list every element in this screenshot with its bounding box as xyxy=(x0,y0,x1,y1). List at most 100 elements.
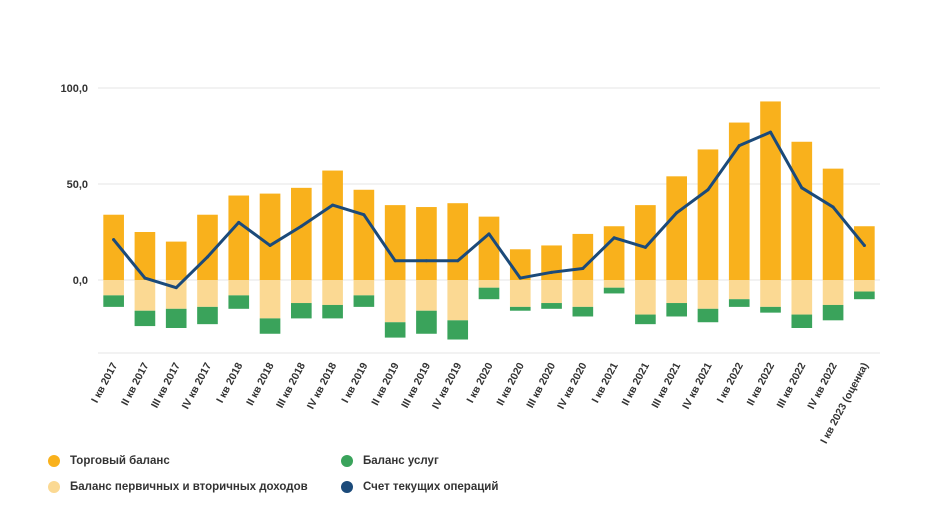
bar-trade-balance xyxy=(165,241,187,280)
bar-services-balance xyxy=(728,299,750,307)
x-tick-label: II кв 2017 xyxy=(119,361,152,408)
bar-trade-balance xyxy=(416,207,437,280)
bar-trade-balance xyxy=(290,187,312,280)
bar-services-balance xyxy=(322,304,343,319)
bar-trade-balance xyxy=(322,170,343,280)
bar-trade-balance xyxy=(259,193,281,280)
x-tick-label: IV кв 2022 xyxy=(805,361,840,412)
bar-income-balance xyxy=(822,280,844,305)
x-tick-label: II кв 2021 xyxy=(620,361,653,408)
bar-services-balance xyxy=(478,287,500,300)
bar-income-balance xyxy=(603,280,625,288)
bar-services-balance xyxy=(165,308,187,328)
bar-income-balance xyxy=(478,280,500,288)
bar-services-balance xyxy=(666,303,688,317)
line-point xyxy=(612,236,616,240)
bar-income-balance xyxy=(197,280,218,307)
y-tick-label: 0,0 xyxy=(73,275,88,287)
legend-label-current-account: Счет текущих операций xyxy=(363,481,499,493)
line-point xyxy=(643,245,647,249)
current-account-line xyxy=(112,130,866,290)
bar-trade-balance xyxy=(603,226,625,280)
bar-trade-balance xyxy=(478,216,500,280)
bar-income-balance xyxy=(728,280,750,300)
line-point xyxy=(112,238,116,242)
bar-services-balance xyxy=(384,322,406,338)
bar-services-balance xyxy=(572,306,594,317)
line-point xyxy=(769,130,773,134)
bar-income-balance xyxy=(447,280,469,321)
line-point xyxy=(205,255,209,259)
bar-services-balance xyxy=(791,314,813,328)
bar-income-balance xyxy=(854,280,875,292)
x-tick-label: I кв 2020 xyxy=(464,361,495,405)
x-tick-label: III кв 2020 xyxy=(524,361,558,411)
bar-services-balance xyxy=(290,303,312,319)
bar-services-balance xyxy=(228,295,250,309)
line-point xyxy=(862,243,866,247)
x-tick-label: II кв 2019 xyxy=(369,361,402,408)
line-point xyxy=(174,286,178,290)
bar-trade-balance xyxy=(572,233,594,280)
legend: Торговый баланс Баланс услуг Баланс перв… xyxy=(48,455,608,505)
bar-trade-balance xyxy=(134,232,156,280)
bar-services-balance xyxy=(509,306,531,311)
legend-label-income-balance: Баланс первичных и вторичных доходов xyxy=(70,481,308,493)
line-point xyxy=(737,144,741,148)
bars xyxy=(103,101,875,340)
line-point xyxy=(487,232,491,236)
bar-income-balance xyxy=(541,280,562,304)
line-point xyxy=(581,266,585,270)
bar-services-balance xyxy=(416,310,437,334)
bar-income-balance xyxy=(228,280,250,296)
bar-trade-balance xyxy=(353,189,375,280)
line-point xyxy=(143,276,147,280)
line-point xyxy=(675,211,679,215)
legend-swatch-income-balance xyxy=(48,481,60,493)
bar-services-balance xyxy=(760,306,781,313)
bar-trade-balance xyxy=(228,195,250,280)
legend-item-trade-balance: Торговый баланс xyxy=(48,455,170,467)
line-point xyxy=(362,213,366,217)
bar-trade-balance xyxy=(103,214,124,280)
x-tick-label: II кв 2022 xyxy=(745,361,778,408)
line-point xyxy=(456,259,460,263)
line-point xyxy=(518,276,522,280)
x-tick-label: IV кв 2020 xyxy=(555,361,590,412)
bar-trade-balance xyxy=(666,176,688,280)
legend-swatch-current-account xyxy=(341,481,353,493)
bar-services-balance xyxy=(353,295,375,307)
line-point xyxy=(800,186,804,190)
bar-services-balance xyxy=(603,287,625,294)
legend-item-services-balance: Баланс услуг xyxy=(341,455,439,467)
bar-trade-balance xyxy=(822,168,844,280)
x-tick-label: IV кв 2017 xyxy=(180,361,215,412)
x-tick-label: I кв 2022 xyxy=(715,361,746,405)
bar-services-balance xyxy=(197,306,218,325)
bar-trade-balance xyxy=(697,149,719,280)
bar-income-balance xyxy=(791,280,813,315)
bar-services-balance xyxy=(447,320,469,340)
bar-services-balance xyxy=(635,314,656,325)
bar-services-balance xyxy=(541,303,562,309)
x-tick-label: II кв 2020 xyxy=(494,361,527,408)
bar-income-balance xyxy=(103,280,124,296)
bar-income-balance xyxy=(384,280,406,323)
line-point xyxy=(237,220,241,224)
x-tick-label: III кв 2022 xyxy=(775,361,809,411)
x-tick-label: III кв 2018 xyxy=(274,361,308,411)
x-tick-label: I кв 2021 xyxy=(590,361,621,405)
bar-income-balance xyxy=(572,280,594,307)
bar-income-balance xyxy=(322,280,343,305)
x-tick-label: IV кв 2018 xyxy=(305,361,340,412)
legend-swatch-services-balance xyxy=(341,455,353,467)
line-point xyxy=(831,205,835,209)
bar-income-balance xyxy=(635,280,656,315)
x-tick-label: I кв 2017 xyxy=(89,361,120,405)
line-point xyxy=(268,243,272,247)
legend-label-services-balance: Баланс услуг xyxy=(363,455,439,467)
y-axis-ticks: 100,0 50,0 0,0 xyxy=(60,83,88,287)
bar-income-balance xyxy=(259,280,281,319)
bar-trade-balance xyxy=(447,203,469,280)
